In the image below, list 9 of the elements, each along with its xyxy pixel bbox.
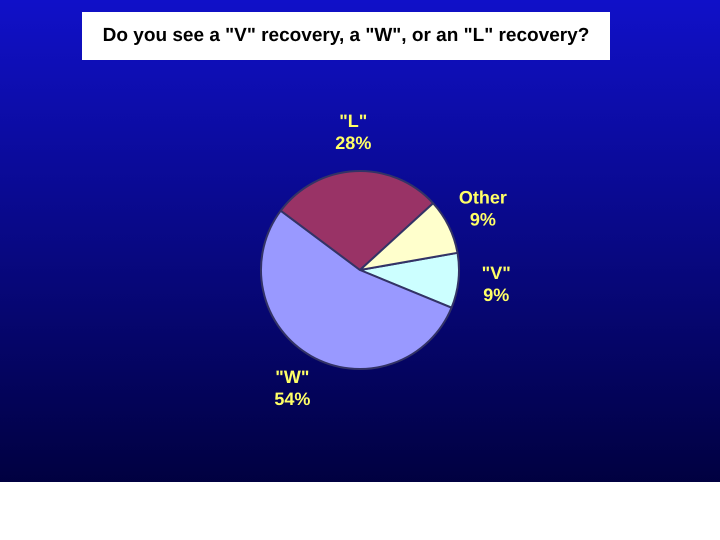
data-label: 54%	[274, 389, 310, 410]
slice-label: Other	[458, 187, 507, 208]
data-label: 9%	[470, 209, 496, 230]
slice-label: "W"	[275, 367, 310, 388]
data-label: 28%	[335, 133, 372, 154]
chart-title: Do you see a "V" recovery, a "W", or an "L" recovery?	[82, 12, 610, 60]
slice-label: "L"	[339, 111, 368, 132]
slice-label: "V"	[482, 262, 511, 283]
data-label: 9%	[483, 284, 510, 305]
